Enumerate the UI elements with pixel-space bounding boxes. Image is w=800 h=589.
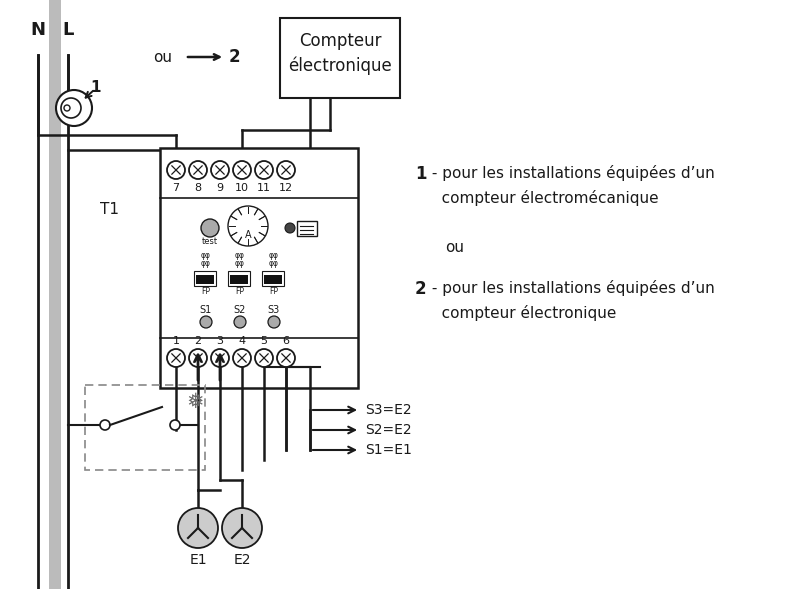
- Text: 10: 10: [235, 183, 249, 193]
- Text: S2: S2: [234, 305, 246, 315]
- Text: S1=E1: S1=E1: [365, 443, 412, 457]
- Circle shape: [167, 161, 185, 179]
- Circle shape: [189, 161, 207, 179]
- Text: φφ: φφ: [201, 252, 211, 260]
- Circle shape: [61, 98, 81, 118]
- Text: compteur électronique: compteur électronique: [427, 305, 616, 321]
- Text: S2=E2: S2=E2: [365, 423, 412, 437]
- Text: 7: 7: [173, 183, 179, 193]
- Text: N: N: [30, 21, 46, 39]
- Text: 3: 3: [217, 336, 223, 346]
- Text: électronique: électronique: [288, 57, 392, 75]
- Bar: [262, 271, 284, 286]
- Bar: [230, 275, 248, 284]
- Circle shape: [285, 223, 295, 233]
- Text: test: test: [202, 237, 218, 247]
- Circle shape: [277, 161, 295, 179]
- Text: 1: 1: [173, 336, 179, 346]
- Text: 5: 5: [261, 336, 267, 346]
- Text: S1: S1: [200, 305, 212, 315]
- Circle shape: [178, 508, 218, 548]
- Text: 11: 11: [257, 183, 271, 193]
- Bar: [280, 18, 400, 98]
- Text: T1: T1: [101, 203, 119, 217]
- Circle shape: [233, 349, 251, 367]
- Circle shape: [56, 90, 92, 126]
- Text: ou: ou: [154, 49, 173, 65]
- Bar: [196, 275, 214, 284]
- Circle shape: [211, 161, 229, 179]
- Text: - pour les installations équipées d’un: - pour les installations équipées d’un: [427, 280, 714, 296]
- Bar: [228, 271, 250, 286]
- Text: 8: 8: [194, 183, 202, 193]
- Bar: [49, 0, 61, 589]
- Text: E1: E1: [189, 553, 207, 567]
- Circle shape: [170, 420, 180, 430]
- Circle shape: [222, 508, 262, 548]
- Text: S3=E2: S3=E2: [365, 403, 412, 417]
- Text: S3: S3: [268, 305, 280, 315]
- Text: FP: FP: [202, 286, 210, 296]
- Text: 2: 2: [415, 280, 426, 298]
- Bar: [264, 275, 282, 284]
- Circle shape: [200, 316, 212, 328]
- Bar: [85, 385, 205, 470]
- Circle shape: [228, 206, 268, 246]
- Text: 4: 4: [238, 336, 246, 346]
- Text: ❅: ❅: [186, 392, 204, 412]
- Bar: [160, 148, 358, 388]
- Text: φφ: φφ: [269, 260, 279, 269]
- Text: 6: 6: [282, 336, 290, 346]
- Bar: [297, 221, 317, 236]
- Circle shape: [189, 349, 207, 367]
- Circle shape: [233, 161, 251, 179]
- Text: E2: E2: [234, 553, 250, 567]
- Bar: [194, 271, 216, 286]
- Text: 9: 9: [217, 183, 223, 193]
- Text: φφ: φφ: [269, 252, 279, 260]
- Text: φφ: φφ: [235, 252, 245, 260]
- Circle shape: [211, 349, 229, 367]
- Text: FP: FP: [270, 286, 278, 296]
- Circle shape: [268, 316, 280, 328]
- Text: Compteur: Compteur: [298, 32, 382, 50]
- Text: φφ: φφ: [235, 260, 245, 269]
- Circle shape: [167, 349, 185, 367]
- Circle shape: [64, 105, 70, 111]
- Text: FP: FP: [235, 286, 245, 296]
- Circle shape: [100, 420, 110, 430]
- Circle shape: [201, 219, 219, 237]
- Text: A: A: [245, 230, 251, 240]
- Text: compteur électromécanique: compteur électromécanique: [427, 190, 658, 206]
- Text: 1: 1: [415, 165, 426, 183]
- Circle shape: [277, 349, 295, 367]
- Text: 12: 12: [279, 183, 293, 193]
- Text: 2: 2: [228, 48, 240, 66]
- Text: 1: 1: [90, 81, 102, 95]
- Text: L: L: [62, 21, 74, 39]
- Text: ou: ou: [445, 240, 464, 255]
- Text: φφ: φφ: [201, 260, 211, 269]
- Circle shape: [255, 349, 273, 367]
- Circle shape: [234, 316, 246, 328]
- Text: - pour les installations équipées d’un: - pour les installations équipées d’un: [427, 165, 714, 181]
- Circle shape: [255, 161, 273, 179]
- Text: 2: 2: [194, 336, 202, 346]
